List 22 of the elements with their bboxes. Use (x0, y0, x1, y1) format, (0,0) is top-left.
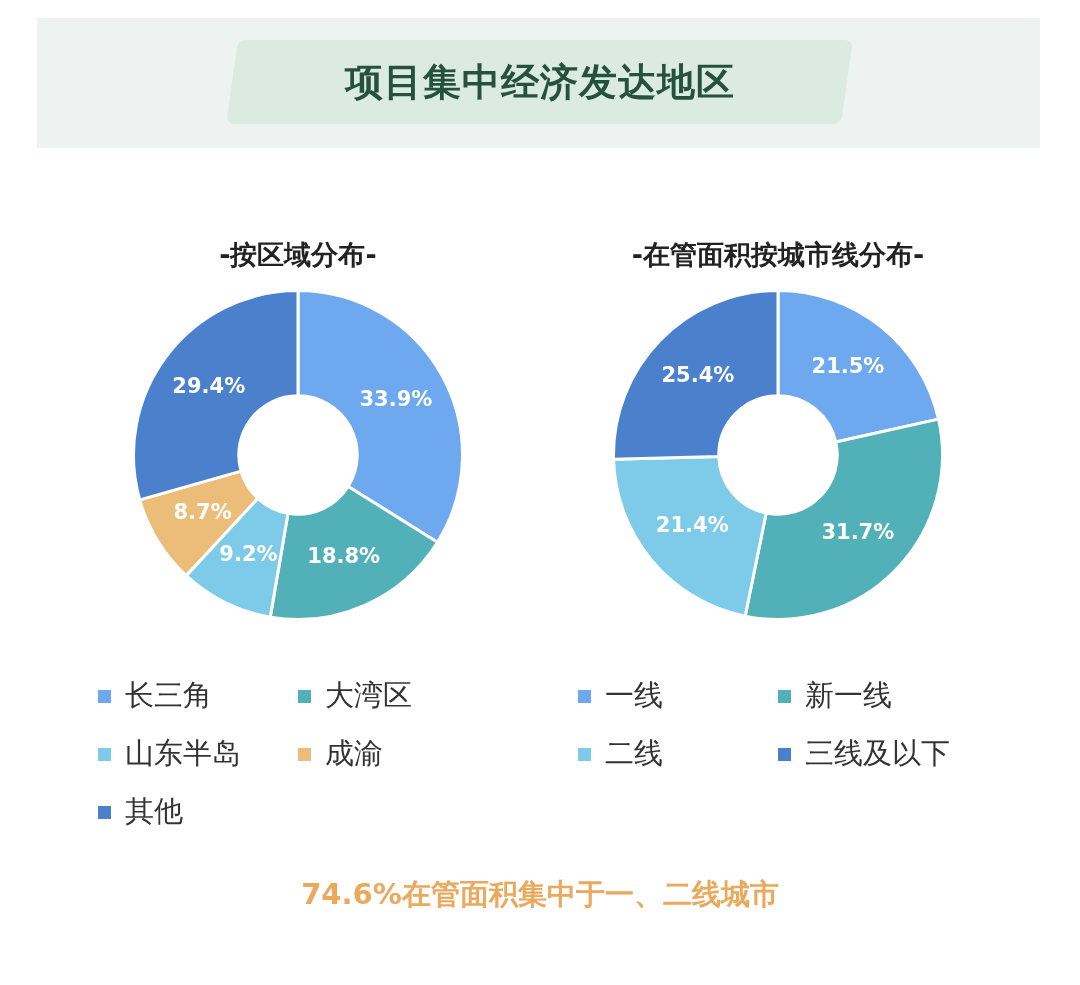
text: 项目集中经济发达地区 (343, 59, 736, 106)
chart-title: -在管面积按城市线分布- (630, 238, 926, 272)
legend-label: 二线 (605, 735, 663, 772)
legend-label: 山东半岛 (125, 735, 241, 772)
data-label: 18.8% (307, 543, 381, 568)
data-label: 21.4% (655, 513, 729, 538)
legend-label: 三线及以下 (805, 735, 950, 772)
data-label: 33.9% (359, 387, 433, 412)
data-label: 9.2% (219, 541, 278, 566)
legend-label: 其他 (125, 793, 183, 830)
legend-label: 一线 (605, 677, 663, 714)
legend-label: 成渝 (325, 735, 383, 772)
legend-label: 新一线 (805, 677, 892, 714)
text: 74.6%在管面积集中于一、二线城市 (300, 876, 780, 913)
data-label: 25.4% (661, 363, 735, 388)
data-label: 29.4% (172, 374, 246, 399)
legend-label: 大湾区 (325, 677, 412, 714)
legend-label: 长三角 (125, 677, 212, 714)
data-label: 8.7% (173, 499, 232, 524)
data-label: 21.5% (811, 354, 885, 379)
data-label: 31.7% (821, 519, 895, 544)
chart-subtitle: -按区域分布- (218, 238, 378, 272)
